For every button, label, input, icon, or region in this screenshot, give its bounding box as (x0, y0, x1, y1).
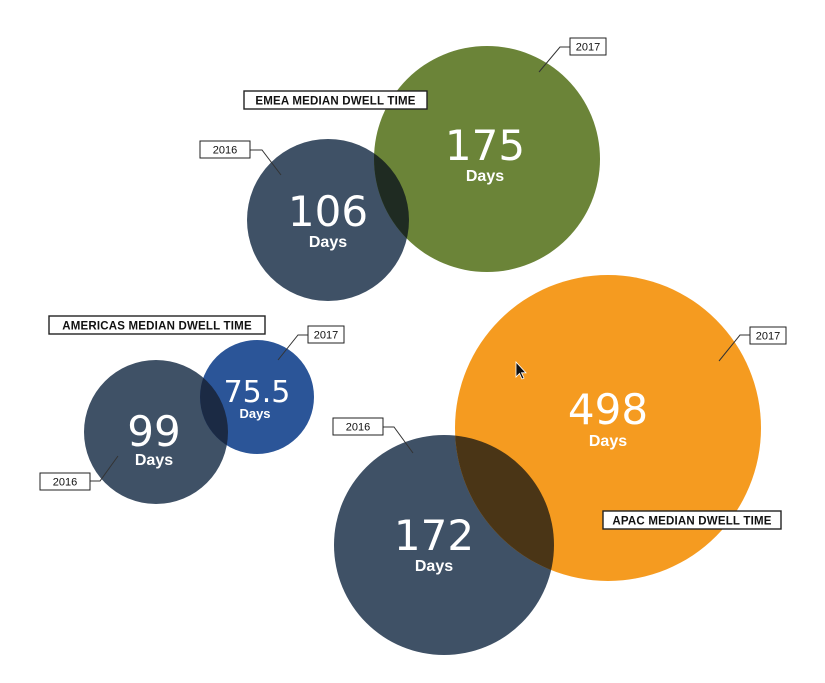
bubble-americas-2016 (84, 360, 228, 504)
value-apac-2016: 172 (394, 511, 474, 560)
unit-emea-2017: Days (466, 168, 504, 185)
unit-americas-2016: Days (135, 452, 173, 469)
tag-americas-2017: 2017 (314, 330, 338, 342)
value-emea-2017: 175 (445, 121, 525, 170)
tag-box-americas-2016 (39, 472, 91, 491)
title-apac: APAC MEDIAN DWELL TIME (612, 516, 771, 528)
value-americas-2017: 75.5 (224, 375, 291, 410)
value-americas-2016: 99 (127, 407, 180, 456)
value-apac-2017: 498 (568, 385, 648, 434)
tag-box-apac-2016 (332, 417, 384, 436)
mouse-cursor-icon (515, 360, 527, 380)
bubble-americas-2017 (200, 340, 314, 454)
unit-apac-2016: Days (415, 558, 453, 575)
bubble-emea-2017 (374, 46, 600, 272)
leader-emea-2016 (250, 149, 282, 176)
title-emea: EMEA MEDIAN DWELL TIME (255, 96, 415, 108)
overlap-apac (455, 435, 554, 581)
leader-apac-2016 (383, 426, 414, 454)
tag-box-apac-2017 (749, 326, 787, 345)
title-americas: AMERICAS MEDIAN DWELL TIME (62, 321, 252, 333)
group-americas: 99 Days 75.5 Days AMERICAS MEDIAN DWELL … (39, 315, 345, 504)
value-emea-2016: 106 (288, 187, 368, 236)
unit-emea-2016: Days (309, 234, 347, 251)
unit-americas-2017: Days (239, 406, 270, 421)
tag-apac-2017: 2017 (756, 331, 780, 343)
tag-americas-2016: 2016 (53, 477, 77, 489)
leader-americas-2017 (277, 334, 308, 361)
leader-emea-2017 (538, 46, 570, 73)
title-box-apac (602, 510, 782, 530)
bubble-emea-2016 (247, 139, 409, 301)
tag-emea-2016: 2016 (213, 145, 237, 157)
group-apac: 498 Days 172 Days APAC MEDIAN DWELL TIME… (332, 275, 787, 655)
title-box-emea (243, 90, 428, 110)
unit-apac-2017: Days (589, 433, 627, 450)
group-emea: 175 Days 106 Days EMEA MEDIAN DWELL TIME… (199, 37, 607, 301)
tag-apac-2016: 2016 (346, 422, 370, 434)
tag-emea-2017: 2017 (576, 42, 600, 54)
tag-box-americas-2017 (307, 325, 345, 344)
leader-americas-2016 (90, 455, 119, 482)
tag-box-emea-2016 (199, 140, 251, 159)
title-box-americas (48, 315, 266, 335)
tag-box-emea-2017 (569, 37, 607, 56)
leader-apac-2017 (718, 334, 750, 362)
